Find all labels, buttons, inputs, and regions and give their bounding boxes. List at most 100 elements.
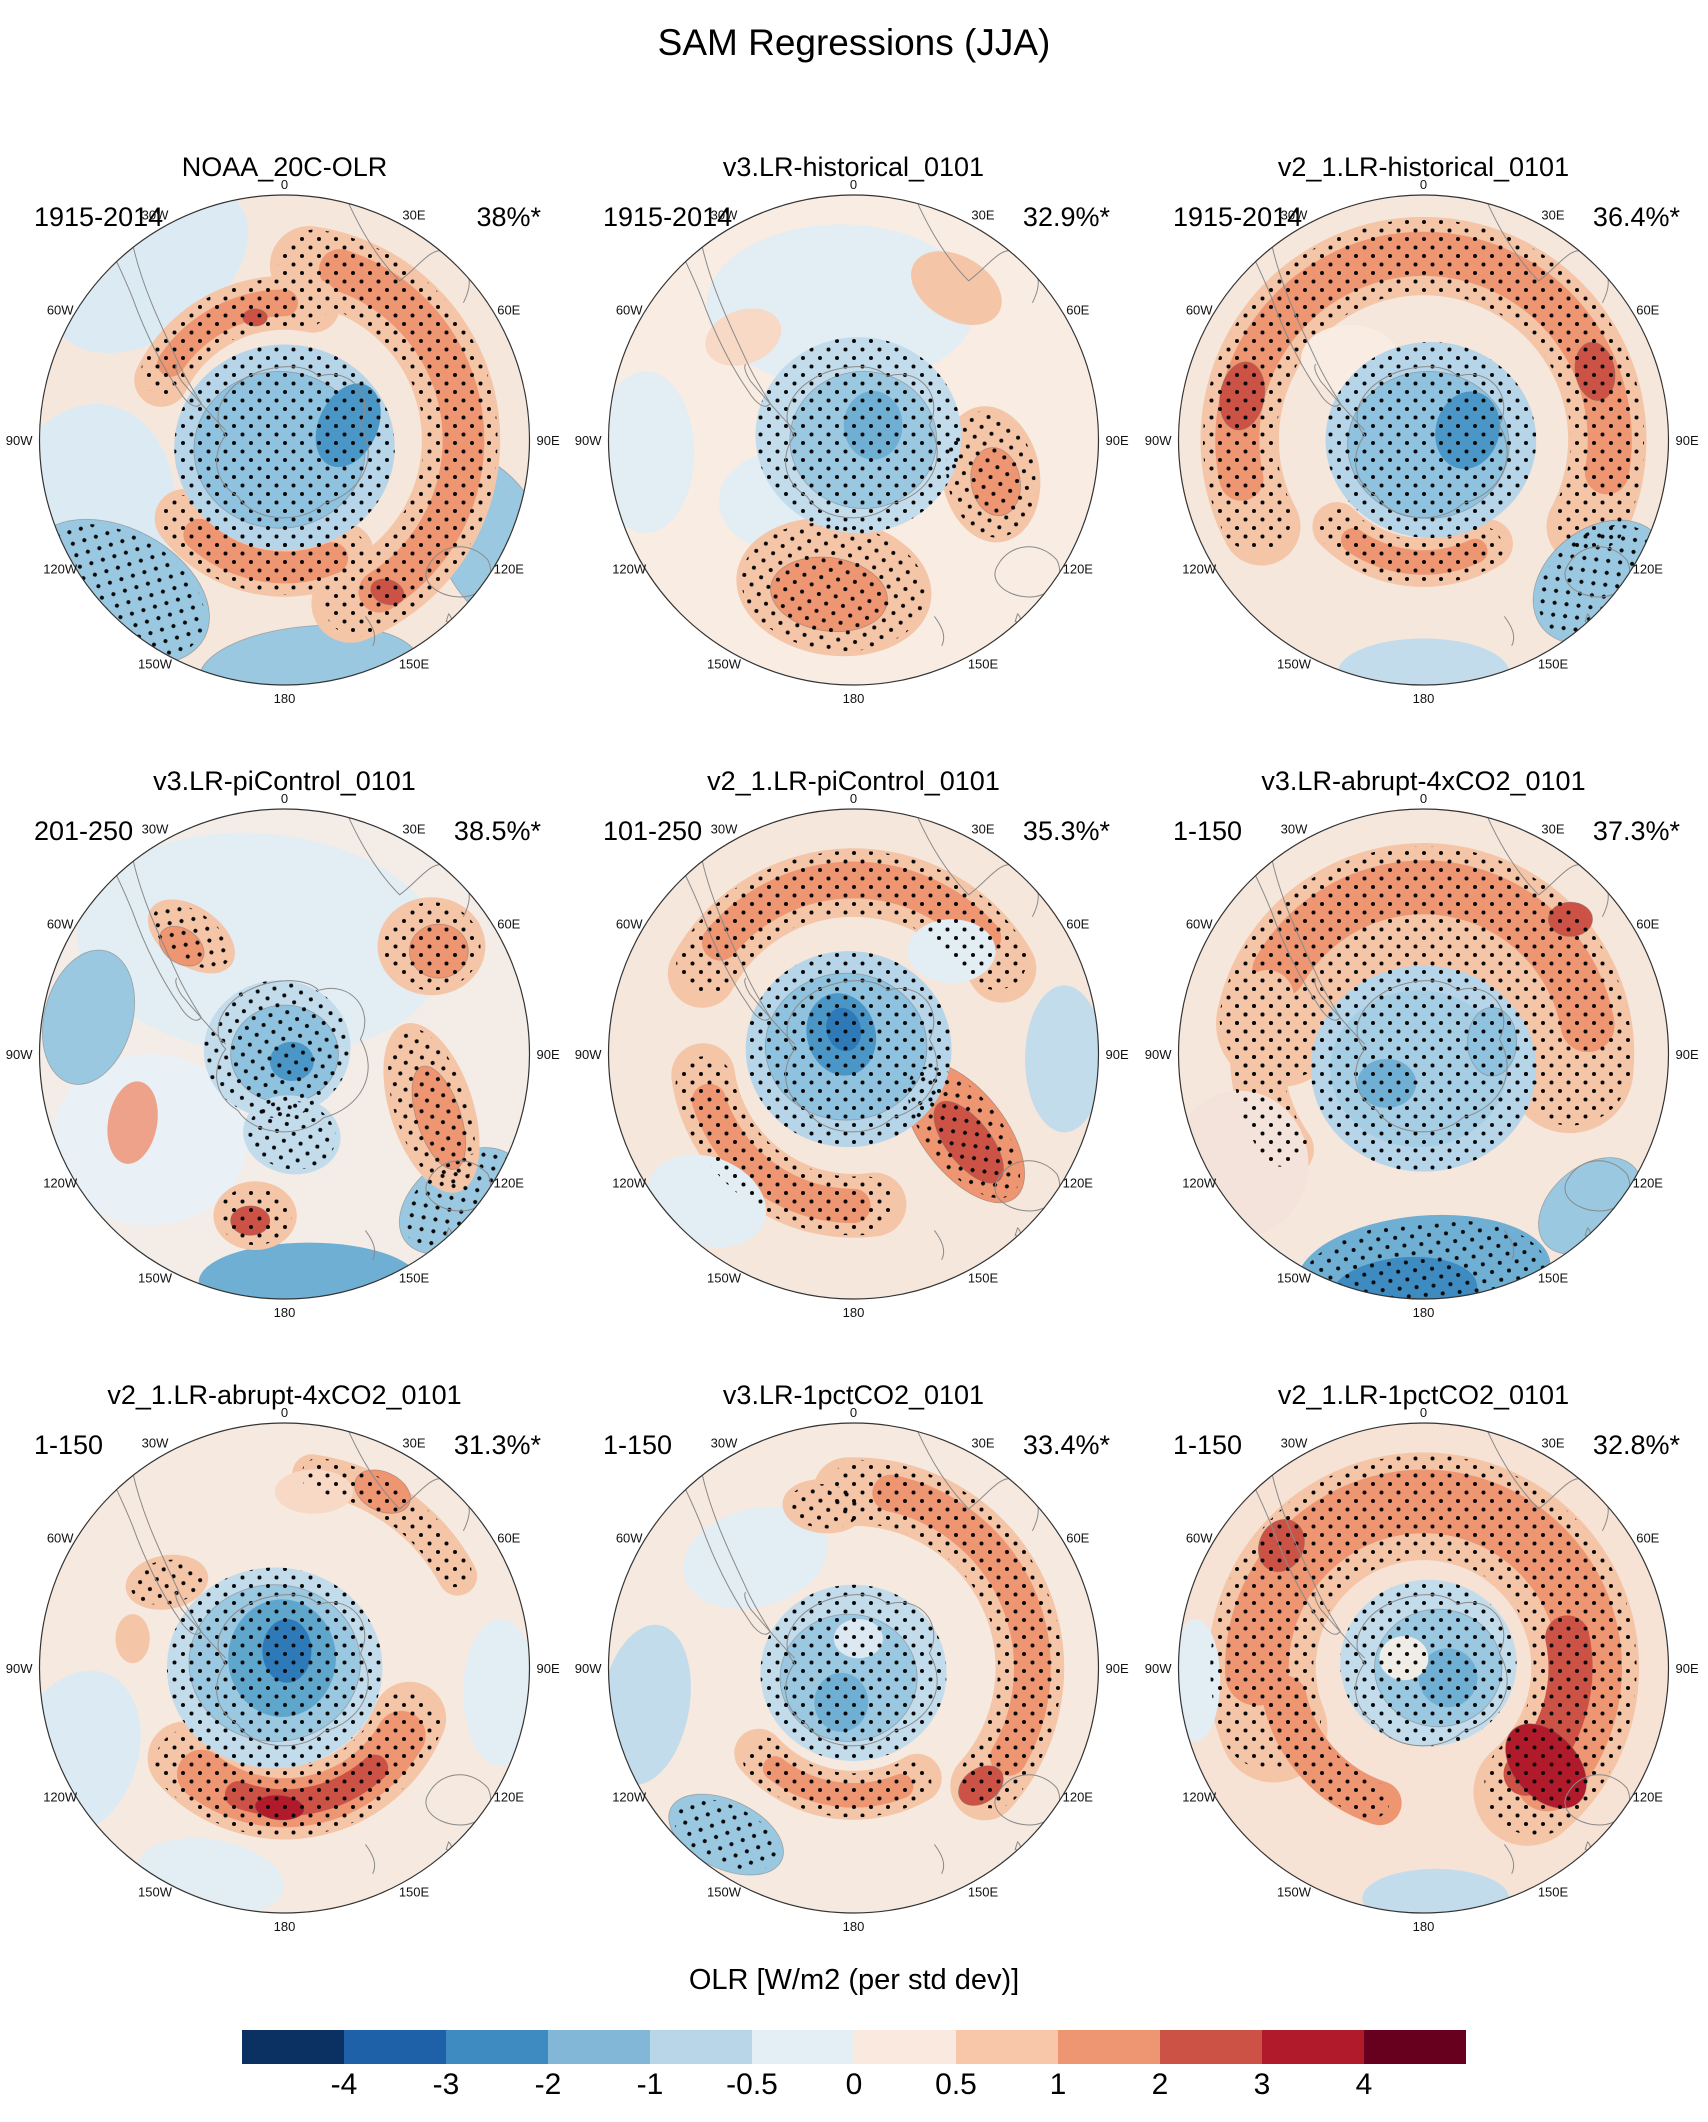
colorbar-segment <box>854 2030 956 2064</box>
lon-label: 120E <box>494 1176 525 1191</box>
lon-label: 30W <box>1281 208 1308 223</box>
lon-label: 150W <box>1277 1270 1312 1285</box>
colorbar-segment <box>548 2030 650 2064</box>
panel-title: v3.LR-1pctCO2_0101 <box>722 1380 985 1410</box>
coastline <box>916 816 1013 896</box>
lon-label: 0 <box>281 177 288 192</box>
lon-label: 90W <box>575 1661 602 1676</box>
coastline <box>916 202 1013 282</box>
lon-label: 90W <box>6 1047 33 1062</box>
map-boundary-circle <box>38 194 531 686</box>
lon-label: 60E <box>1636 1531 1659 1546</box>
colorbar-tick-label: 0 <box>845 2068 863 2101</box>
colorbar-tick-label: -4 <box>330 2068 358 2101</box>
lon-label: 30W <box>1281 1436 1308 1451</box>
lon-label: 30W <box>142 822 169 837</box>
map-panel: v3.LR-piControl_0101 201-250 38.5%* 0 30E 60E… <box>0 714 569 1328</box>
lon-label: 180 <box>843 1919 865 1934</box>
lon-label: 150E <box>968 1270 999 1285</box>
figure-title: SAM Regressions (JJA) <box>657 22 1051 63</box>
lon-label: 30E <box>402 822 425 837</box>
panel-period: 1915-2014 <box>603 202 733 232</box>
colorbar-tick-label: -2 <box>534 2068 562 2101</box>
lon-label: 90W <box>575 433 602 448</box>
lon-label: 30E <box>971 208 994 223</box>
lon-label: 120W <box>1182 562 1217 577</box>
panel-variance: 32.8%* <box>1592 1430 1680 1460</box>
coastline <box>674 852 771 1021</box>
lon-label: 120E <box>1633 1176 1664 1191</box>
lon-label: 90W <box>6 433 33 448</box>
lon-label: 120W <box>43 1790 78 1805</box>
coastline <box>785 366 938 519</box>
lon-label: 120E <box>1063 562 1094 577</box>
colorbar-segment <box>650 2030 752 2064</box>
coastline <box>347 202 444 282</box>
panel-title: v3.LR-abrupt-4xCO2_0101 <box>1261 766 1586 796</box>
coastline <box>175 1591 227 1659</box>
lon-label: 90E <box>1676 1047 1699 1062</box>
panel-period: 1-150 <box>603 1430 673 1460</box>
lon-label: 150W <box>138 1884 173 1899</box>
coastline <box>347 1430 444 1510</box>
lon-label: 150E <box>399 1884 430 1899</box>
panel-period: 1-150 <box>1173 1430 1243 1460</box>
map-boundary-circle <box>1177 808 1670 1300</box>
lon-label: 60E <box>497 917 520 932</box>
lon-label: 30E <box>971 822 994 837</box>
polar-map: 0 30E 60E 90E 120E 150E 180 150W 120W 90W 60W 30W <box>1145 177 1699 706</box>
lon-label: 0 <box>1420 791 1427 806</box>
lon-label: 120W <box>43 562 78 577</box>
coastline <box>1503 616 1515 647</box>
lon-label: 60W <box>616 917 643 932</box>
panel-period: 1915-2014 <box>1173 202 1303 232</box>
lon-label: 180 <box>274 1305 296 1320</box>
panel-title: v3.LR-piControl_0101 <box>153 766 416 796</box>
coastline <box>175 977 227 1045</box>
polar-map: 0 30E 60E 90E 120E 150E 180 150W 120W 90W 60W 30W <box>1145 791 1699 1320</box>
map-panel: v2_1.LR-historical_0101 1915-2014 36.4%* 0 3… <box>1139 100 1708 714</box>
panel-variance: 32.9%* <box>1022 202 1110 232</box>
lon-label: 90W <box>1145 1661 1172 1676</box>
lon-label: 120E <box>494 562 525 577</box>
lon-label: 60E <box>1066 1531 1089 1546</box>
lon-label: 180 <box>843 1305 865 1320</box>
coastline <box>1486 1430 1583 1510</box>
map-panel: v3.LR-abrupt-4xCO2_0101 1-150 37.3%* 0 30E 60… <box>1139 714 1708 1328</box>
lon-label: 30W <box>711 822 738 837</box>
coastline <box>744 977 796 1045</box>
coastline <box>1244 852 1341 1021</box>
lon-label: 30E <box>971 1436 994 1451</box>
lon-label: 30W <box>142 1436 169 1451</box>
lon-label: 60E <box>497 303 520 318</box>
coastline <box>1314 363 1366 431</box>
colorbar-segment <box>242 2030 344 2064</box>
lon-label: 150E <box>968 656 999 671</box>
colorbar-ticks: -4 -3 -2 -1 -0.5 0 0.5 1 2 3 4 <box>0 2068 1708 2108</box>
lon-label: 180 <box>1413 691 1435 706</box>
lon-label: 90E <box>1676 433 1699 448</box>
lon-label: 60W <box>1186 303 1213 318</box>
lon-label: 60W <box>47 1531 74 1546</box>
coastline <box>216 366 369 519</box>
lon-label: 0 <box>850 791 857 806</box>
coastline <box>347 816 444 896</box>
colorbar-tick-label: 2 <box>1151 2068 1169 2101</box>
polar-map: 0 30E 60E 90E 120E 150E 180 150W 120W 90W 60W 30W <box>1145 1405 1699 1934</box>
colorbar-tick-label: -1 <box>636 2068 664 2101</box>
lon-label: 180 <box>1413 1919 1435 1934</box>
map-boundary-circle <box>38 808 531 1300</box>
panel-period: 101-250 <box>603 816 703 846</box>
lon-label: 120W <box>612 562 647 577</box>
coastline <box>785 980 938 1133</box>
lon-label: 30E <box>402 208 425 223</box>
panel-title: v2_1.LR-1pctCO2_0101 <box>1277 1380 1570 1410</box>
coastline <box>364 616 376 647</box>
lon-label: 120E <box>1063 1790 1094 1805</box>
polar-map: 0 30E 60E 90E 120E 150E 180 150W 120W 90W 60W 30W <box>575 177 1129 706</box>
panel-period: 1-150 <box>1173 816 1243 846</box>
lon-label: 150E <box>399 656 430 671</box>
lon-label: 180 <box>274 691 296 706</box>
lon-label: 90E <box>537 1047 560 1062</box>
colorbar-segment <box>1262 2030 1364 2064</box>
